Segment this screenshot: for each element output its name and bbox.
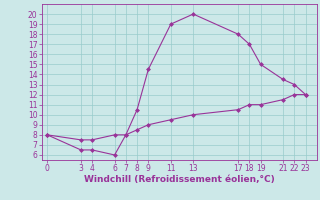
X-axis label: Windchill (Refroidissement éolien,°C): Windchill (Refroidissement éolien,°C)	[84, 175, 275, 184]
